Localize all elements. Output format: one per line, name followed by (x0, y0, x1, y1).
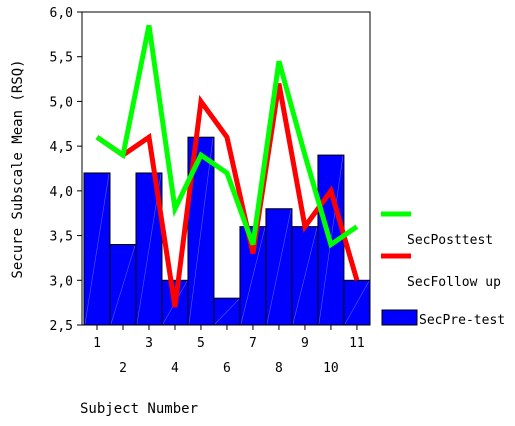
y-tick-label: 4,0 (50, 185, 73, 200)
y-tick-label: 6,0 (50, 6, 73, 21)
line-secposttest (95, 24, 359, 249)
y-tick-label: 4,5 (50, 140, 73, 155)
x-tick-label: 1 (93, 336, 101, 351)
bar-hatch-7 (240, 227, 266, 325)
x-tick-label: 10 (323, 361, 339, 376)
x-tick-label: 5 (197, 336, 205, 351)
y-axis: 2,5 3,0 3,5 4,0 4,5 5,0 5,5 6,0 (50, 6, 82, 334)
legend-label-secpre-test: SecPre-test (419, 313, 505, 328)
y-tick-label: 2,5 (50, 319, 73, 334)
y-tick-label: 5,5 (50, 51, 73, 66)
legend: SecPosttest SecFollow up SecPre-test (381, 211, 505, 328)
y-tick-label: 5,0 (50, 95, 73, 110)
x-tick-label: 8 (275, 361, 283, 376)
y-tick-label: 3,0 (50, 274, 73, 289)
line-secfollow-up (95, 83, 360, 308)
x-tick-label: 3 (145, 336, 153, 351)
x-tick-label: 6 (223, 361, 231, 376)
x-tick-label: 11 (349, 336, 365, 351)
bar-hatch-5 (188, 138, 214, 325)
bar-hatch-8 (266, 209, 292, 325)
legend-label-secposttest: SecPosttest (407, 233, 493, 248)
bar-hatch-9 (292, 227, 318, 325)
x-tick-label: 7 (249, 336, 257, 351)
x-axis: 1 2 3 4 5 6 7 8 9 10 11 (93, 325, 365, 376)
bar-hatch-1 (84, 173, 110, 325)
y-axis-label: Secure Subscale Mean (RSQ) (10, 59, 26, 278)
legend-swatch-secpre-test (381, 309, 418, 326)
bar-hatch-6 (214, 298, 240, 325)
x-tick-label: 2 (119, 361, 127, 376)
x-tick-label: 9 (301, 336, 309, 351)
x-axis-label: Subject Number (80, 401, 198, 417)
legend-label-secfollow-up: SecFollow up (407, 275, 501, 290)
bar-hatch-11 (344, 281, 370, 325)
bar-hatch-2 (110, 245, 136, 325)
line-series (95, 24, 360, 308)
y-tick-label: 3,5 (50, 230, 73, 245)
x-tick-label: 4 (171, 361, 179, 376)
